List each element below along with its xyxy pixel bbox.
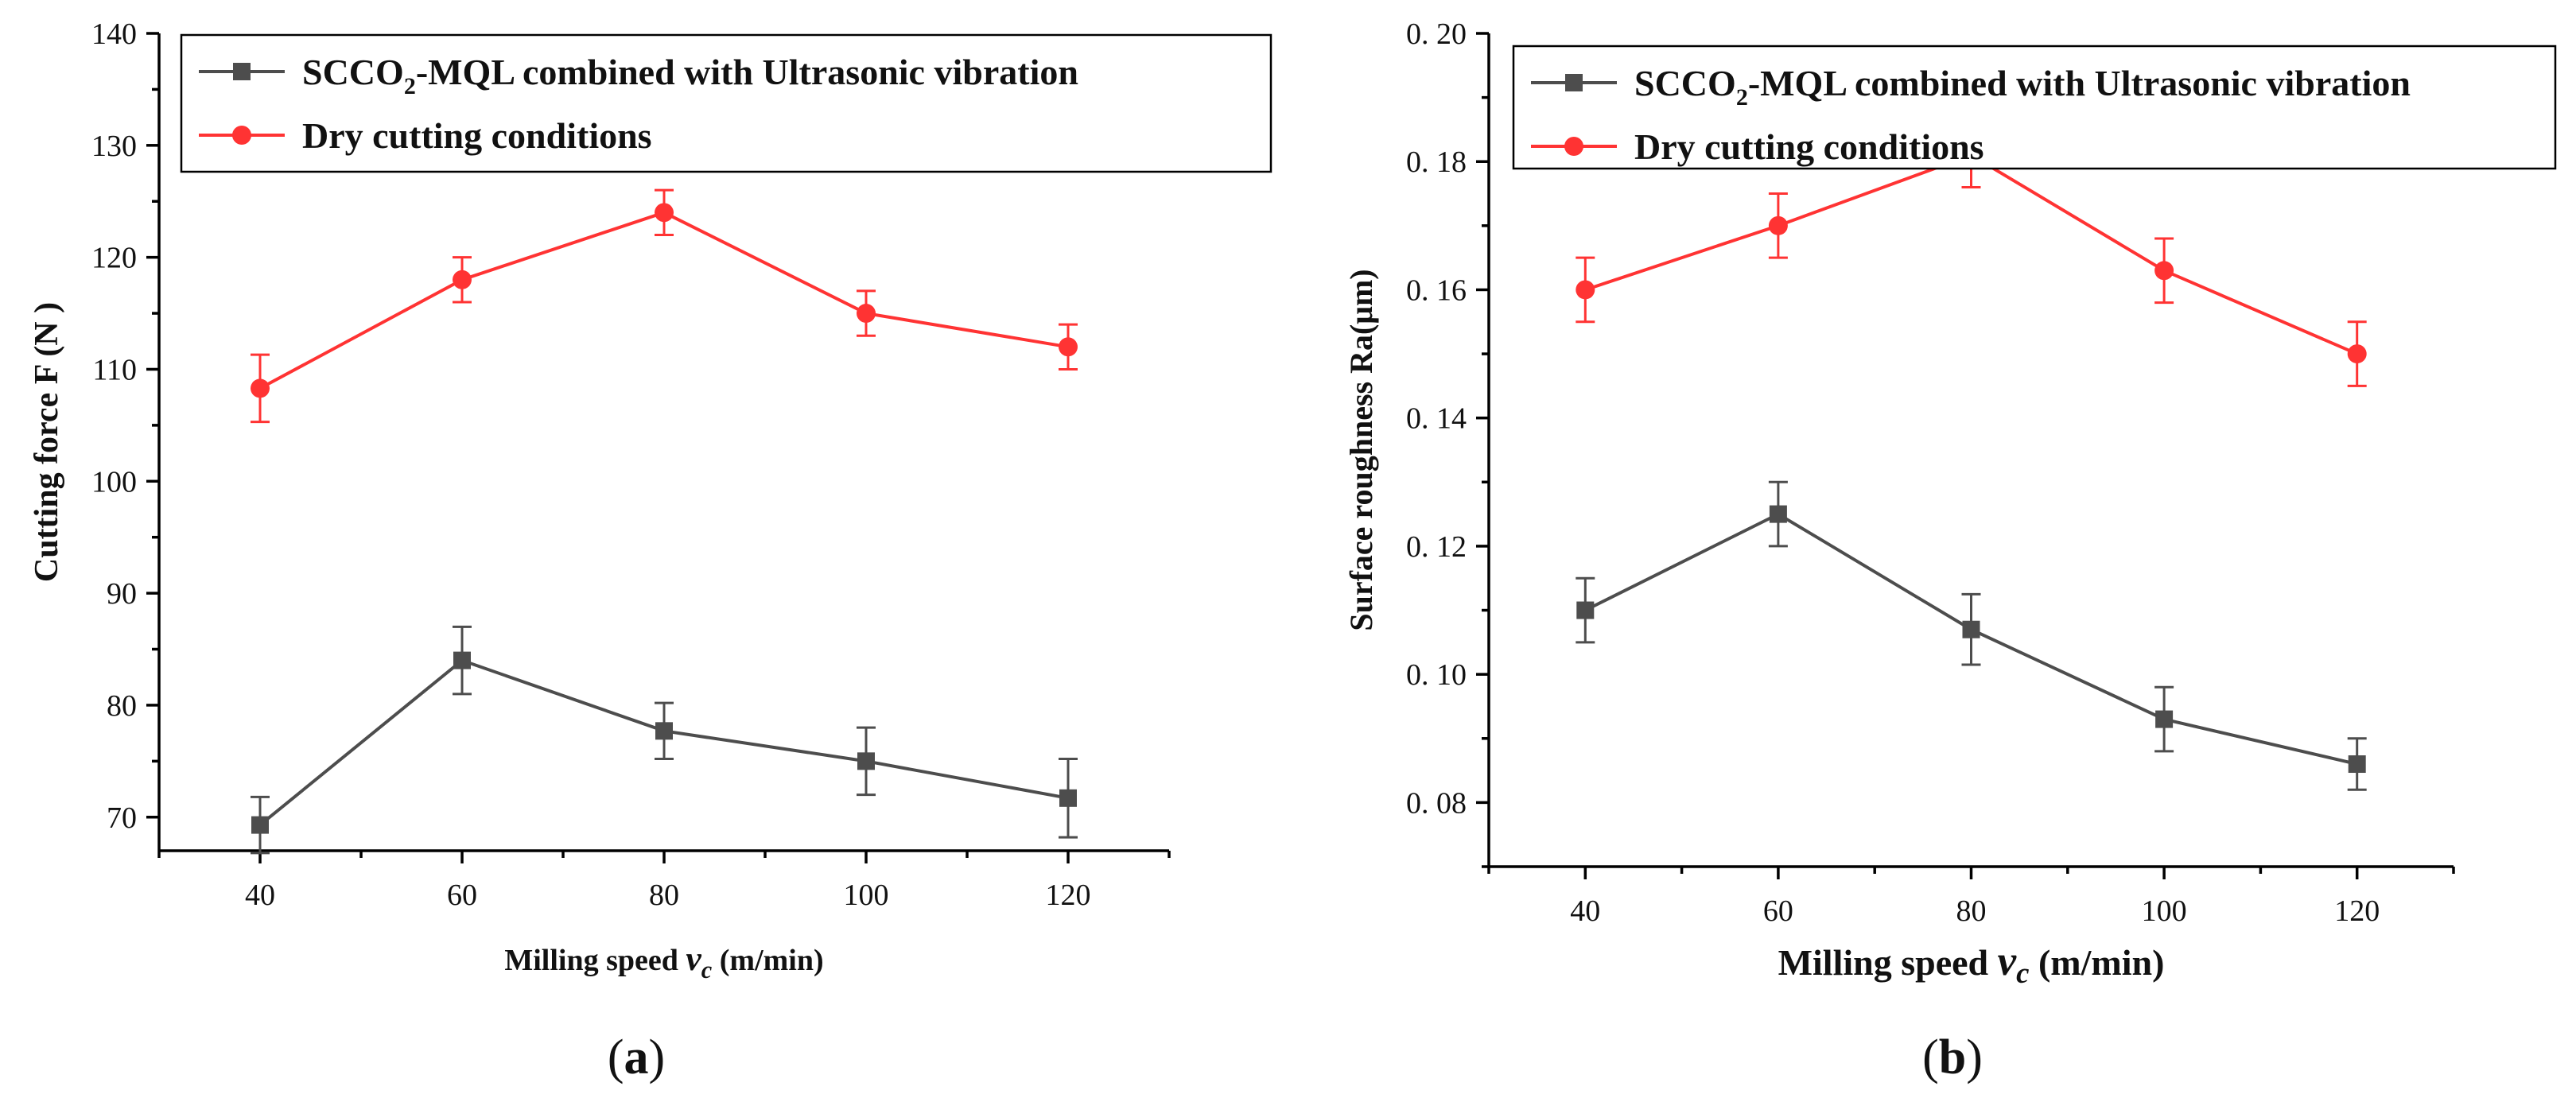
y-tick-label: 140 [91,17,137,51]
x-tick-label: 60 [1763,894,1793,928]
x-axis-label-subscript: c [2016,956,2029,989]
chart-panel-a: 70 80 90 100 110 120 130 140 40 60 80 100 120 SCCO2-M… [29,17,1272,1084]
panel-label-paren: ( [608,1030,624,1084]
x-axis-label-text: (m/min) [2029,942,2164,983]
x-axis-label-variable: v [1998,938,2017,984]
y-tick-label: 70 [107,801,137,835]
legend-box [1512,45,2557,170]
y-axis-label: Surface roughness Ra(μm) [1343,269,1379,630]
legend-marker [1564,137,1583,156]
data-point [2348,755,2366,774]
data-point [2154,261,2174,281]
data-point [2347,344,2367,364]
x-axis-label-text: (m/min) [712,944,823,977]
y-tick-label: 0. 20 [1406,17,1467,51]
series-mql [1576,480,2367,791]
legend-label: Dry cutting conditions [1634,126,1984,167]
panel-label: (b) [1922,1030,1983,1084]
y-tick-label: 0. 14 [1406,402,1467,436]
data-point [655,722,673,740]
data-point [857,752,875,770]
legend-label-text: -MQL combined with Ultrasonic vibration [416,52,1078,92]
y-tick-label: 110 [92,353,137,386]
x-tick-label: 100 [844,879,889,912]
x-axis-label-text: Milling speed [1778,942,1998,983]
x-axis-label-variable: v [686,940,701,978]
data-point [1059,789,1077,807]
panel-label-letter: b [1939,1030,1966,1084]
x-tick-label: 120 [1046,879,1091,912]
legend-label: Dry cutting conditions [302,115,652,156]
x-tick-label: 60 [447,879,477,912]
series-dry [251,188,1078,424]
x-tick-label: 40 [1570,894,1600,928]
panel-label-letter: a [624,1030,649,1084]
x-tick-label: 100 [2142,894,2187,928]
y-tick-label: 0. 10 [1406,658,1467,692]
legend-label-text: SCCO [302,52,404,92]
x-tick-label: 40 [245,879,275,912]
data-point [857,304,876,324]
series-mql [251,625,1078,855]
data-point [1769,505,1787,523]
chart-panel-b: 0. 08 0. 10 0. 12 0. 14 0. 16 0. 18 0. 20 40 60 8… [1343,17,2557,1084]
panel-label-paren: ) [649,1030,666,1084]
x-axis-label: Milling speed vc (m/min) [504,940,823,984]
y-tick-label: 100 [91,465,137,499]
legend-label-text: SCCO [1634,63,1736,103]
legend-marker [232,126,251,145]
data-point [1576,601,1595,619]
x-tick-label: 120 [2334,894,2380,928]
legend-label-text: -MQL combined with Ultrasonic vibration [1748,63,2411,103]
legend-label: SCCO2-MQL combined with Ultrasonic vibra… [1634,63,2411,111]
panel-label-paren: ( [1922,1030,1939,1084]
data-point [1962,620,1980,638]
y-tick-label: 0. 08 [1406,786,1467,820]
y-tick-label: 0. 16 [1406,274,1467,307]
legend-marker [1565,74,1583,91]
y-tick-label: 80 [107,689,137,723]
x-axis-label-subscript: c [701,956,713,984]
legend: SCCO2-MQL combined with Ultrasonic vibra… [180,33,1272,173]
data-point [1768,215,1788,235]
x-axis-label-text: Milling speed [504,944,686,977]
x-tick-label: 80 [1956,894,1987,928]
legend-marker [233,63,251,80]
data-point [251,378,270,398]
data-point [453,651,471,669]
y-tick-label: 130 [91,130,137,163]
series-line [259,211,1069,390]
legend-label-text: Dry cutting conditions [302,115,652,156]
y-tick-label: 90 [107,577,137,611]
data-point [2155,710,2174,728]
x-tick-label: 80 [649,879,679,912]
panel-label: (a) [608,1030,665,1084]
legend-label-text: Dry cutting conditions [1634,126,1984,167]
legend-label: SCCO2-MQL combined with Ultrasonic vibra… [302,52,1078,99]
data-point [1576,280,1595,300]
y-tick-label: 0. 12 [1406,530,1467,564]
data-point [453,270,472,289]
legend: SCCO2-MQL combined with Ultrasonic vibra… [1512,45,2557,170]
y-axis-label: Cutting force F (N ) [29,302,65,582]
data-point [655,203,674,223]
legend-label-subscript: 2 [1736,84,1748,111]
data-point [1059,337,1078,357]
x-axis-label: Milling speed vc (m/min) [1778,938,2165,989]
legend-label-subscript: 2 [404,73,416,99]
legend-box [180,33,1272,173]
y-tick-label: 0. 18 [1406,145,1467,179]
panel-label-paren: ) [1966,1030,1983,1084]
data-point [251,816,269,834]
y-tick-label: 120 [91,242,137,275]
